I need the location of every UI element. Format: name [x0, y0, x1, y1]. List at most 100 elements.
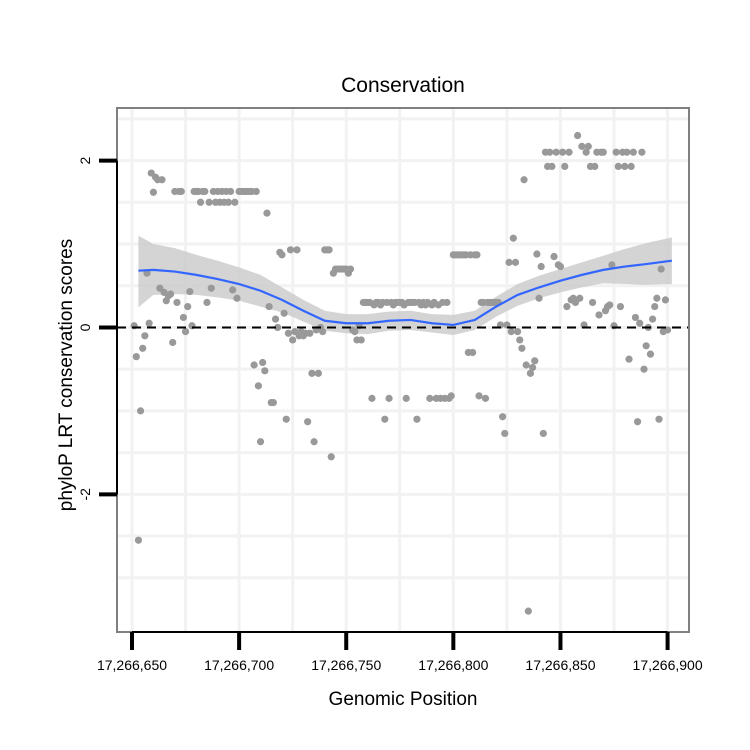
- data-point: [526, 369, 535, 377]
- data-point: [591, 162, 599, 171]
- data-point: [177, 187, 185, 196]
- data-point: [576, 294, 584, 302]
- data-point: [314, 369, 322, 377]
- data-point: [207, 284, 215, 292]
- data-point: [325, 246, 333, 254]
- data-point: [226, 187, 235, 196]
- smooth-line-layer: [138, 259, 673, 327]
- data-point: [327, 453, 335, 461]
- data-point: [621, 162, 629, 171]
- data-point: [648, 315, 657, 323]
- data-point: [252, 187, 260, 196]
- data-point: [612, 148, 620, 156]
- x-tick-label: 17,266,900: [633, 657, 703, 673]
- data-point: [149, 188, 158, 196]
- data-point: [509, 234, 517, 242]
- data-point: [631, 313, 640, 322]
- data-point: [254, 382, 262, 390]
- data-point: [447, 392, 455, 400]
- data-point: [625, 355, 633, 363]
- data-point: [141, 332, 149, 340]
- data-point: [636, 319, 644, 327]
- data-point: [136, 407, 145, 415]
- data-point: [539, 429, 547, 438]
- data-point: [201, 187, 209, 196]
- grid: [117, 108, 689, 632]
- data-point: [638, 148, 646, 156]
- data-point: [169, 338, 177, 347]
- data-point: [196, 198, 205, 206]
- data-point: [514, 328, 522, 336]
- data-point: [134, 536, 143, 544]
- data-point: [623, 148, 631, 156]
- data-point: [606, 301, 614, 309]
- data-point: [278, 251, 286, 259]
- data-point: [280, 309, 288, 317]
- data-point: [256, 438, 265, 446]
- data-point: [351, 328, 359, 336]
- data-point: [573, 131, 582, 140]
- data-point: [535, 294, 543, 302]
- data-point: [627, 162, 635, 171]
- data-point: [522, 361, 530, 369]
- data-point: [499, 413, 507, 421]
- data-point: [533, 250, 541, 258]
- x-tick-label: 17,266,700: [204, 657, 274, 673]
- x-tick-label: 17,266,650: [97, 657, 167, 673]
- data-point: [368, 394, 376, 402]
- data-point: [173, 298, 181, 307]
- data-point: [584, 142, 592, 150]
- data-point: [319, 328, 327, 336]
- y-axis-label: phyloP LRT conservation scores: [56, 239, 77, 512]
- data-point: [263, 209, 271, 217]
- data-point: [413, 415, 421, 423]
- data-point: [139, 344, 147, 352]
- data-point: [289, 336, 297, 344]
- data-point: [250, 361, 258, 369]
- data-point: [552, 148, 560, 156]
- data-point: [304, 418, 312, 426]
- data-point: [481, 394, 490, 402]
- data-point: [582, 148, 590, 156]
- data-point: [233, 294, 241, 302]
- data-point: [284, 329, 292, 337]
- data-point: [357, 336, 365, 344]
- data-point: [271, 315, 280, 323]
- y-tick-label: 0: [77, 323, 93, 331]
- data-point: [651, 302, 659, 311]
- data-point: [565, 148, 573, 156]
- data-point: [231, 198, 239, 206]
- data-point: [561, 162, 569, 171]
- data-point: [145, 319, 153, 327]
- data-point: [181, 328, 190, 336]
- y-tick-label: -2: [77, 488, 93, 501]
- data-point: [274, 323, 282, 332]
- data-point: [385, 394, 393, 402]
- data-point: [653, 294, 661, 302]
- data-point: [475, 392, 483, 400]
- data-point: [559, 148, 567, 156]
- data-point: [501, 429, 509, 438]
- data-point: [657, 265, 665, 273]
- data-point: [599, 148, 607, 156]
- data-point: [516, 336, 524, 344]
- data-point: [261, 367, 269, 375]
- data-point: [531, 357, 539, 365]
- data-point: [655, 415, 663, 423]
- data-point: [269, 398, 277, 407]
- data-point: [588, 298, 597, 307]
- data-point: [608, 261, 616, 269]
- data-point: [203, 298, 211, 307]
- data-point: [646, 350, 655, 358]
- data-point: [595, 311, 603, 319]
- data-point: [614, 162, 622, 171]
- data-point: [550, 252, 558, 261]
- data-point: [537, 262, 545, 271]
- data-point: [402, 394, 410, 402]
- data-point: [642, 342, 650, 350]
- chart-title: Conservation: [341, 74, 465, 97]
- data-point: [426, 394, 434, 402]
- data-point: [443, 298, 451, 307]
- data-point: [346, 265, 355, 273]
